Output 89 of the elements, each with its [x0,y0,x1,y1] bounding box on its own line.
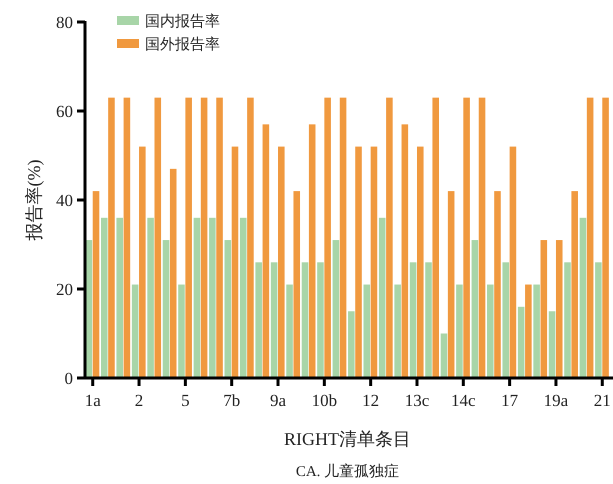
bar [472,240,478,378]
y-tick-label: 20 [56,280,73,299]
bar [209,218,216,378]
bar [162,240,170,378]
y-axis-title: 报告率(%) [24,160,44,242]
bar [278,146,285,378]
bar [240,218,247,378]
y-tick-label: 60 [56,102,73,121]
bar [525,284,532,378]
bar [548,311,556,378]
bar [370,146,378,378]
bar [308,124,316,378]
bar [502,262,510,378]
bar [386,98,393,378]
bar [556,240,563,378]
bar [602,98,609,378]
bar [410,262,416,378]
text: CA. 儿童孤独症 [296,463,400,480]
bar [355,146,362,378]
bar [247,98,254,378]
bar [416,146,424,378]
bar [170,168,177,378]
x-tick-label: 14c [451,391,476,410]
bar [154,98,162,378]
bar [116,218,124,378]
bar [92,191,100,378]
bar [139,146,146,378]
bar [132,284,138,378]
x-tick-label: 2 [134,391,144,410]
x-tick-label: 10b [312,391,338,410]
bar [564,262,571,378]
bar [448,191,454,378]
bar [124,98,130,378]
y-tick-label: 40 [56,191,73,210]
bar [200,98,208,378]
bar [510,146,516,378]
legend-label: 国内报告率 [145,13,220,30]
bar [533,284,540,378]
bar [255,262,262,378]
bar [571,191,578,378]
x-tick-label: 13c [404,391,430,410]
x-tick-label: 7b [223,391,240,410]
bar [324,98,331,378]
x-tick-label: 19a [544,391,569,410]
bar [302,262,308,378]
bar [518,306,524,378]
bar [494,191,501,378]
bar [286,284,293,378]
bar [363,284,370,378]
bar [487,284,494,378]
bar [402,124,408,378]
bar [317,262,324,378]
bar [456,284,463,378]
bar [332,240,340,378]
bar [440,334,448,378]
bar [270,262,278,378]
bar [108,98,115,378]
x-tick-label: 5 [181,391,190,410]
bar [185,98,192,378]
bar [262,124,270,378]
x-tick-label: 9a [270,391,286,410]
bar [100,218,108,378]
bar [595,262,602,378]
x-tick-label: 12 [362,391,380,410]
bar [580,218,586,378]
x-tick-label: 21 [594,391,611,410]
bar [194,218,200,378]
y-tick-label: 80 [56,13,73,32]
bar [463,98,470,378]
bar [216,98,223,378]
bar [378,218,386,378]
bar [586,98,594,378]
bar [394,284,401,378]
bar [540,240,548,378]
x-tick-label: 17 [501,391,519,410]
legend-label: 国外报告率 [145,36,220,53]
bar [432,98,440,378]
x-axis-title: RIGHT清单条目 [284,429,411,449]
bar [178,284,185,378]
x-tick-label: 1a [84,391,102,410]
bar [293,191,300,378]
bar [478,98,486,378]
bar [224,240,232,378]
y-tick-label: 0 [64,369,73,388]
bar [425,262,432,378]
bar [340,98,346,378]
bar [232,146,238,378]
bar [147,218,154,378]
bar [348,311,355,378]
